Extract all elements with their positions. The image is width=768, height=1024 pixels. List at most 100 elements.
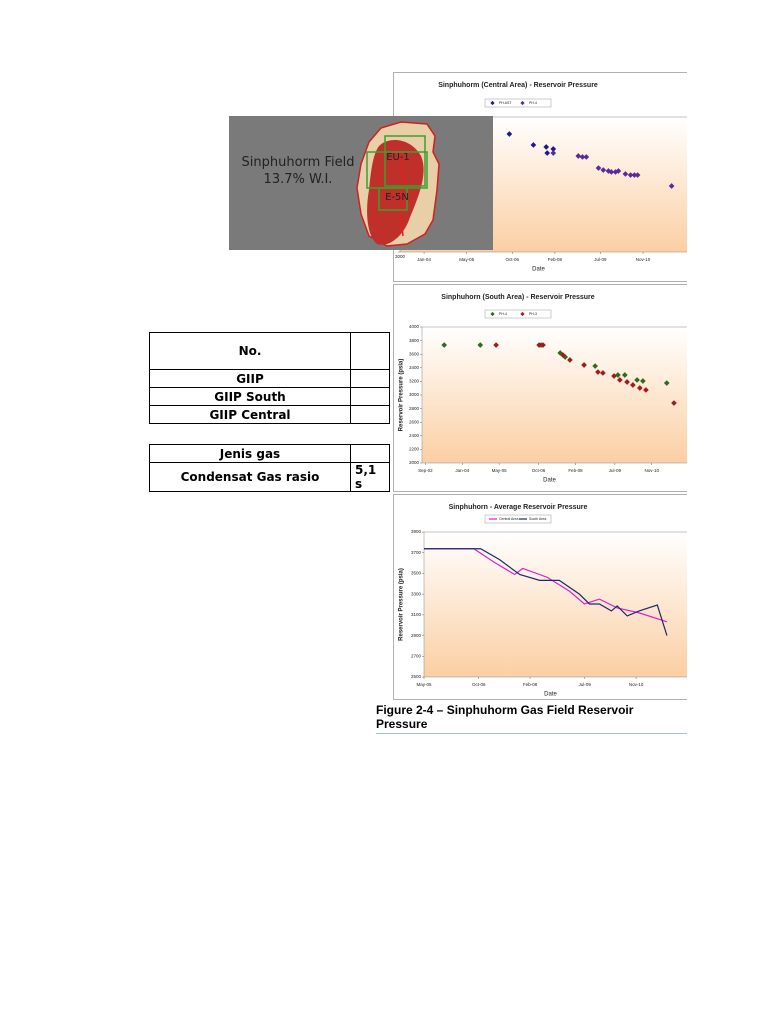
table-gas: Jenis gas Condensat Gas rasio 5,1 s xyxy=(149,444,390,492)
block-eu1-north xyxy=(384,135,426,187)
legend: PH-6ST PH-4 xyxy=(484,98,552,108)
point xyxy=(640,378,646,384)
y-tick-label: 3600 xyxy=(409,351,420,356)
block-label: E-5N xyxy=(385,192,409,203)
plot-area xyxy=(423,531,687,678)
map-sublabel: 13.7% W.I. xyxy=(264,172,333,187)
cell: GIIP xyxy=(149,369,351,388)
point xyxy=(634,172,641,178)
y-tick-label: 2800 xyxy=(409,406,420,411)
y-tick-label: 3300 xyxy=(411,591,422,596)
y-tick-label: 3700 xyxy=(411,550,422,555)
y-axis-label: Reservoir Pressure (psia) xyxy=(399,568,405,641)
point xyxy=(579,154,586,160)
x-tick-label: Jan-04 xyxy=(455,468,469,473)
point xyxy=(663,380,670,386)
x-tick-label: Feb-08 xyxy=(568,468,583,473)
y-tick-label: 2900 xyxy=(411,633,422,638)
cell: No. xyxy=(149,332,351,370)
cell xyxy=(350,387,390,406)
reservoir xyxy=(367,140,424,245)
x-tick-label: May-05 xyxy=(459,257,475,262)
y-tick-label: 4000 xyxy=(409,324,420,329)
x-tick-label: Jul-09 xyxy=(579,682,592,687)
series-line xyxy=(424,548,668,636)
point xyxy=(627,172,634,178)
point xyxy=(595,369,601,375)
map-label: Sinphuhorm Field xyxy=(242,155,355,170)
y-tick-label: 3000 xyxy=(395,254,406,259)
y-tick-label: 2700 xyxy=(411,653,422,658)
x-tick-label: Jan-04 xyxy=(417,257,431,262)
x-tick-label: Nov-10 xyxy=(629,682,644,687)
legend-label: South Area xyxy=(529,517,546,521)
point xyxy=(630,382,636,388)
point xyxy=(544,150,551,156)
x-tick-label: Oct-06 xyxy=(472,682,486,687)
cell: Condensat Gas rasio xyxy=(149,462,351,492)
cell xyxy=(350,369,390,388)
x-tick-label: Sep-02 xyxy=(418,468,433,473)
y-axis-label: Reservoir Pressure (psia) xyxy=(399,359,405,432)
y-tick-label: 3400 xyxy=(409,365,420,370)
point xyxy=(671,400,677,406)
y-tick-label: 3800 xyxy=(409,338,420,343)
cell: GIIP Central xyxy=(149,405,351,424)
x-tick-label: Oct-06 xyxy=(532,468,546,473)
field-map: Sinphuhorm Field 13.7% W.I. EU-1 E-5N xyxy=(229,116,493,250)
plot-area xyxy=(421,326,687,464)
chart: Sinphuhorn - Average Reservoir Pressure C… xyxy=(393,494,687,700)
point xyxy=(600,167,607,173)
y-tick-label: 3200 xyxy=(409,379,420,384)
legend-label: PH-3 xyxy=(529,312,537,316)
legend-box xyxy=(484,98,552,108)
chart: Sinphuhorn (South Area) - Reservoir Pres… xyxy=(393,284,687,492)
x-axis-label: Date xyxy=(544,692,557,698)
x-tick-label: May-05 xyxy=(492,468,508,473)
point xyxy=(643,387,649,393)
point xyxy=(592,363,598,369)
x-tick-label: Jul-09 xyxy=(594,257,607,262)
y-tick-label: 2000 xyxy=(409,460,420,465)
chart-title: Sinphuhorn - Average Reservoir Pressure xyxy=(449,504,588,511)
y-tick-label: 3100 xyxy=(411,612,422,617)
legend-label: Central Area xyxy=(499,517,519,521)
point xyxy=(634,377,640,383)
block-label: EU-1 xyxy=(386,152,410,163)
y-tick-label: 2200 xyxy=(409,447,420,452)
x-tick-label: Jul-09 xyxy=(609,468,622,473)
point xyxy=(493,342,499,348)
chart-title: Sinphuhorm (Central Area) - Reservoir Pr… xyxy=(438,82,598,89)
cell xyxy=(350,444,390,463)
cell: Jenis gas xyxy=(149,444,351,463)
point xyxy=(615,372,621,378)
x-tick-label: Feb-08 xyxy=(548,257,563,262)
legend-box xyxy=(484,309,552,319)
legend: PH-4 PH-3 xyxy=(484,309,552,319)
cell xyxy=(350,405,390,424)
figure-caption: Figure 2-4 – Sinphuhorm Gas Field Reserv… xyxy=(376,703,687,734)
y-tick-label: 3000 xyxy=(409,392,420,397)
legend-box xyxy=(484,514,552,524)
cell xyxy=(350,332,390,370)
y-tick-label: 2500 xyxy=(411,674,422,679)
cell: 5,1 s xyxy=(350,462,390,492)
cell: GIIP South xyxy=(149,387,351,406)
x-tick-label: Nov-10 xyxy=(636,257,651,262)
legend-label: PH-6ST xyxy=(499,101,512,105)
point xyxy=(600,370,606,376)
legend-label: PH-4 xyxy=(529,101,537,105)
y-tick-label: 3900 xyxy=(411,529,422,534)
well-path xyxy=(400,155,404,237)
point xyxy=(617,377,623,383)
table-giip: No. GIIP GIIP South GIIP Central xyxy=(149,332,390,424)
x-tick-label: Oct-06 xyxy=(505,257,519,262)
x-axis-label: Date xyxy=(532,267,545,273)
y-tick-label: 2600 xyxy=(409,419,420,424)
point xyxy=(668,183,675,189)
x-axis-label: Date xyxy=(543,478,556,484)
x-tick-label: Feb-08 xyxy=(523,682,538,687)
legend: Central Area South Area xyxy=(484,514,552,524)
x-tick-label: Nov-10 xyxy=(645,468,660,473)
